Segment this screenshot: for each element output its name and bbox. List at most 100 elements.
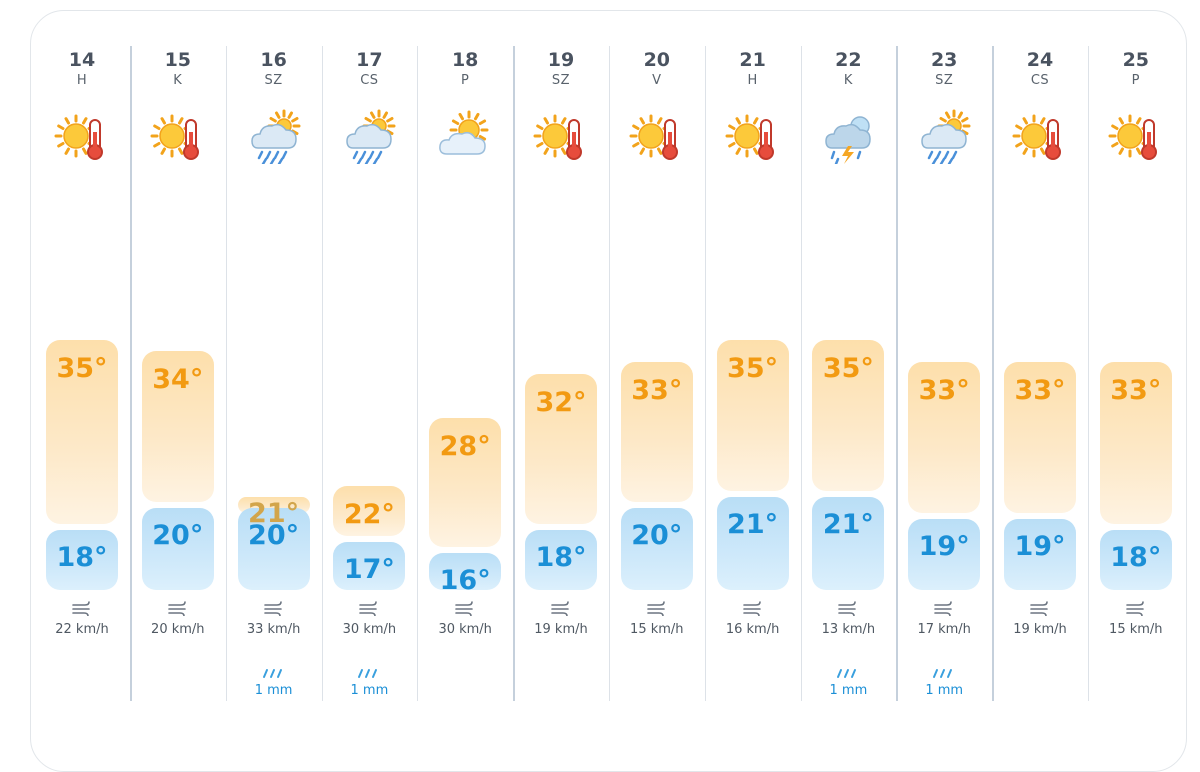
high-temp: 28°	[439, 431, 491, 463]
wind-speed: 13 km/h	[821, 622, 876, 637]
sun-thermometer-icon	[150, 108, 206, 164]
day-number: 21	[739, 49, 766, 71]
wind-speed: 20 km/h	[151, 622, 205, 637]
weekday-label: P	[461, 73, 470, 88]
rain-cloud-sun-icon	[246, 108, 302, 166]
sun-thermometer-icon	[629, 108, 685, 164]
high-temp: 33°	[1014, 375, 1066, 407]
day-column[interactable]: 20 V 33° 20° 15 km/h	[609, 46, 706, 701]
weekday-label: SZ	[264, 73, 283, 88]
weekday-label: H	[747, 73, 758, 88]
day-column[interactable]: 14 H 35° 18° 22 km/h	[34, 46, 132, 701]
high-temp: 32°	[535, 386, 587, 418]
day-number: 18	[451, 49, 479, 71]
day-number: 14	[68, 49, 96, 71]
weekday-label: SZ	[935, 73, 954, 88]
high-temp: 35°	[56, 353, 108, 384]
high-temp-bar	[1004, 362, 1076, 514]
forecast-columns: 14 H 35° 18° 22 km/h 15 K 34° 20° 20 km/h 16 SZ…	[34, 46, 1184, 701]
weekday-label: SZ	[551, 73, 571, 88]
day-column[interactable]: 18 P 28° 16° 30 km/h	[417, 46, 516, 701]
sun-thermometer-icon	[1012, 108, 1068, 164]
high-temp-bar	[620, 362, 693, 502]
high-temp: 33°	[631, 375, 683, 407]
wind-icon	[167, 600, 188, 617]
weekday-label: K	[173, 73, 183, 88]
day-number: 20	[643, 49, 671, 71]
wind-speed: 30 km/h	[342, 622, 397, 637]
wind-speed: 33 km/h	[246, 622, 301, 637]
rain-icon	[261, 664, 287, 678]
day-column[interactable]: 17 CS 22° 17° 30 km/h 1 mm	[321, 46, 419, 701]
low-temp-bar	[141, 508, 214, 590]
low-temp-bar	[908, 519, 981, 590]
wind-icon	[455, 600, 475, 617]
sun-thermometer-icon	[54, 108, 110, 164]
wind-icon	[934, 600, 954, 617]
wind-icon	[1125, 600, 1146, 617]
low-temp: 18°	[56, 542, 108, 574]
low-temp-bar	[46, 530, 118, 590]
high-temp: 22°	[343, 498, 395, 530]
high-temp: 33°	[1110, 375, 1162, 407]
high-temp: 34°	[152, 364, 204, 396]
low-temp-bar	[525, 530, 597, 590]
day-number: 17	[356, 49, 383, 71]
day-column[interactable]: 24 CS 33° 19° 19 km/h	[992, 46, 1089, 701]
low-temp-bar	[716, 496, 789, 590]
day-number: 25	[1122, 49, 1150, 71]
high-temp-bar	[812, 340, 885, 491]
weekday-label: CS	[360, 73, 379, 88]
day-number: 22	[835, 49, 862, 71]
wind-icon	[742, 600, 763, 617]
wind-icon	[72, 600, 92, 617]
rain-amount: 1 mm	[254, 683, 293, 698]
high-temp: 33°	[918, 375, 970, 407]
weekday-label: H	[76, 73, 88, 88]
wind-icon	[646, 600, 667, 617]
rain-amount: 1 mm	[925, 683, 964, 698]
day-column[interactable]: 15 K 34° 20° 20 km/h	[130, 46, 227, 701]
high-temp: 35°	[822, 353, 874, 384]
day-column[interactable]: 23 SZ 33° 19° 17 km/h 1 mm	[896, 46, 995, 701]
day-column[interactable]: 22 K 35° 21° 13 km/h 1 mm	[800, 46, 899, 701]
rain-icon	[931, 664, 957, 678]
wind-icon	[359, 600, 379, 617]
day-number: 24	[1026, 49, 1054, 71]
day-column[interactable]: 19 SZ 32° 18° 19 km/h	[513, 46, 610, 701]
low-temp: 18°	[535, 542, 587, 574]
day-number: 15	[164, 49, 192, 71]
weekday-label: K	[843, 73, 853, 88]
day-column[interactable]: 21 H 35° 21° 16 km/h	[705, 46, 802, 701]
low-temp-bar	[429, 552, 502, 590]
high-temp-bar	[525, 373, 597, 525]
high-temp: 21°	[248, 498, 300, 529]
wind-icon	[263, 600, 284, 617]
low-temp: 17°	[343, 553, 395, 585]
low-temp-bar	[237, 508, 310, 590]
low-temp-bar	[1099, 530, 1172, 590]
weekday-label: V	[652, 73, 662, 88]
rain-icon	[835, 664, 861, 678]
day-number: 16	[260, 49, 287, 71]
wind-speed: 15 km/h	[630, 622, 684, 637]
day-column[interactable]: 16 SZ 21° 20° 33 km/h 1 mm	[226, 46, 323, 701]
low-temp: 20°	[152, 520, 204, 551]
low-temp: 16°	[439, 564, 491, 596]
sun-behind-cloud-icon	[437, 108, 493, 164]
low-temp-bar	[812, 496, 885, 590]
high-temp-bar	[716, 340, 789, 491]
low-temp-bar	[1004, 519, 1076, 590]
rain-cloud-sun-icon	[916, 108, 972, 166]
low-temp-bar	[620, 508, 693, 590]
day-column[interactable]: 25 P 33° 18° 15 km/h	[1088, 46, 1184, 701]
low-temp: 21°	[727, 508, 779, 540]
wind-icon	[1030, 600, 1050, 617]
high-temp-bar	[333, 485, 406, 536]
low-temp: 19°	[1014, 531, 1066, 563]
wind-speed: 15 km/h	[1109, 622, 1163, 637]
high-temp-bar	[429, 418, 502, 547]
high-temp: 35°	[727, 353, 779, 384]
wind-speed: 22 km/h	[55, 622, 109, 637]
wind-speed: 19 km/h	[534, 622, 588, 637]
